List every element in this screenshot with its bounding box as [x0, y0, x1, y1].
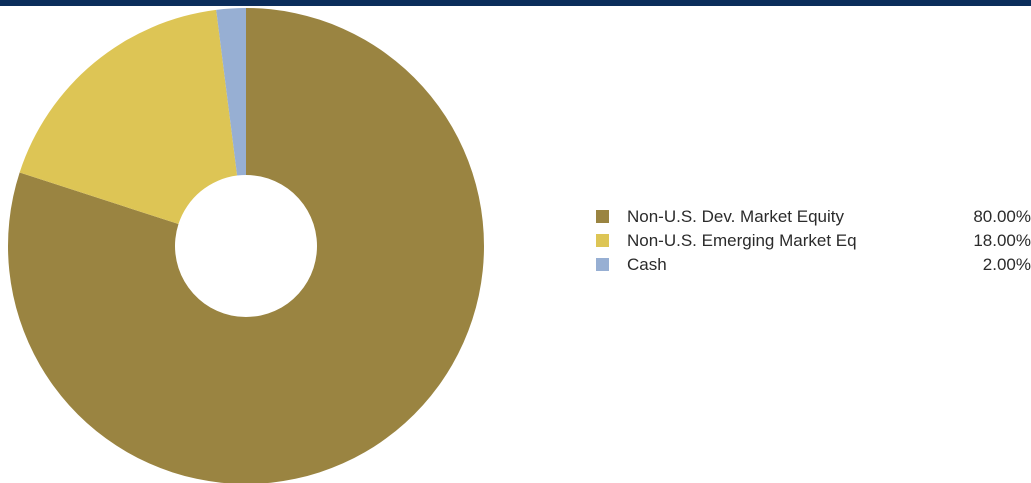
legend-value: 80.00% — [973, 207, 1031, 226]
legend-swatch — [596, 234, 609, 247]
header-bar — [0, 0, 1031, 6]
legend-label: Non-U.S. Emerging Market Eq — [627, 231, 857, 250]
legend-swatch — [596, 258, 609, 271]
legend-item-emerging-market: Non-U.S. Emerging Market Eq 18.00% — [594, 230, 1031, 254]
legend-value: 2.00% — [982, 255, 1031, 274]
donut-slices — [8, 8, 484, 483]
donut-slice-0 — [8, 8, 484, 483]
donut-slice-1 — [19, 9, 238, 225]
donut-slice-2 — [216, 8, 246, 176]
legend-item-cash: Cash 2.00% — [594, 254, 1031, 278]
legend-label: Cash — [627, 255, 667, 274]
legend-swatch — [596, 210, 609, 223]
legend-item-dev-market: Non-U.S. Dev. Market Equity 80.00% — [594, 206, 1031, 230]
chart-legend: Non-U.S. Dev. Market Equity 80.00% Non-U… — [594, 206, 1031, 278]
legend-value: 18.00% — [973, 231, 1031, 250]
legend-label: Non-U.S. Dev. Market Equity — [627, 207, 844, 226]
